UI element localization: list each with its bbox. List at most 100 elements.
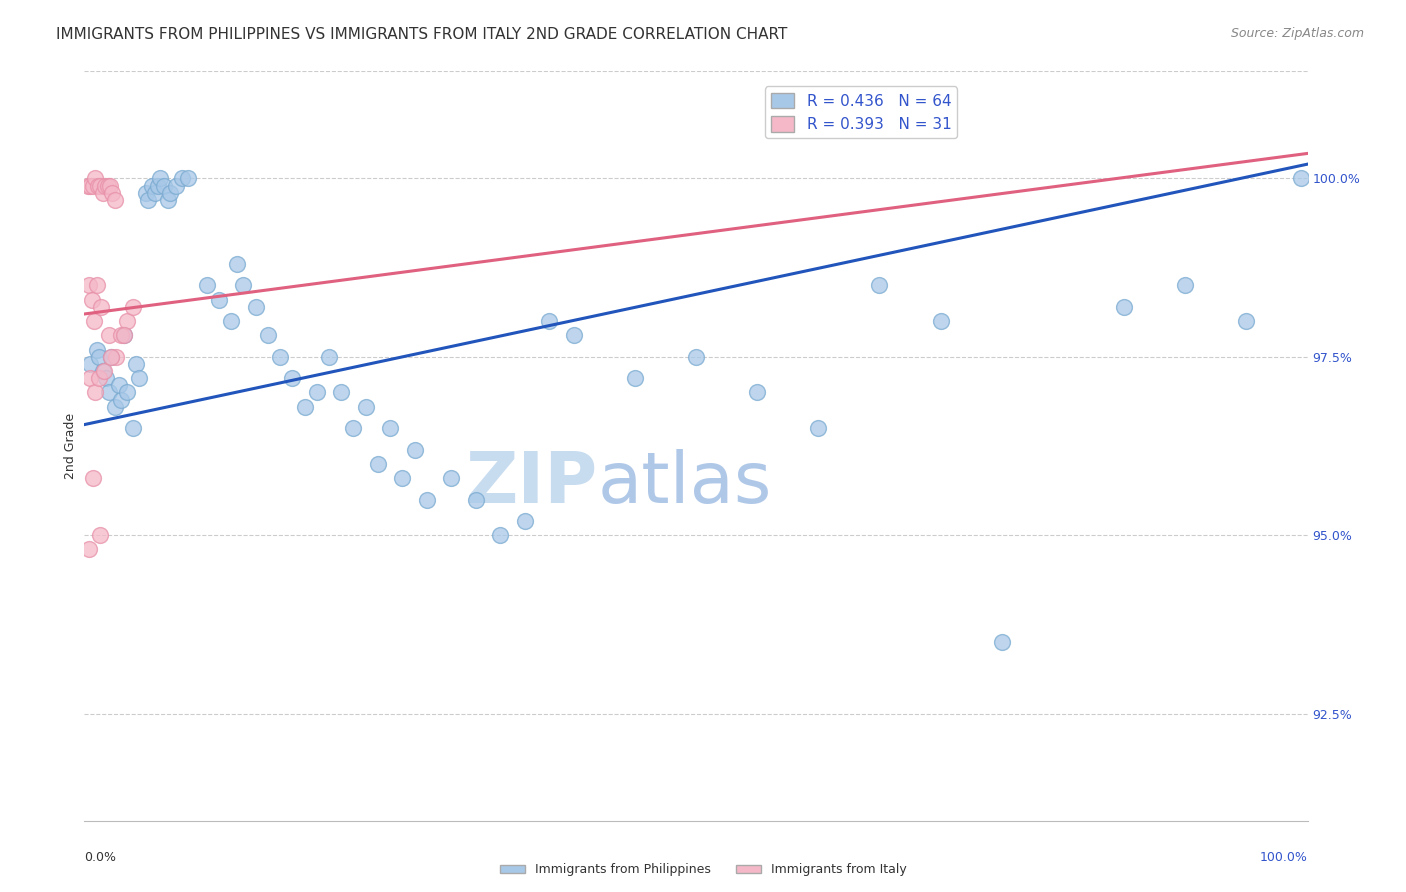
Point bbox=[1114, 300, 1136, 314]
Point bbox=[245, 300, 267, 314]
Point bbox=[115, 314, 138, 328]
Point bbox=[624, 371, 647, 385]
Text: atlas: atlas bbox=[598, 449, 772, 518]
Point bbox=[93, 364, 115, 378]
Point bbox=[82, 471, 104, 485]
Point bbox=[1174, 278, 1197, 293]
Point bbox=[330, 385, 353, 400]
Point bbox=[1291, 171, 1313, 186]
Point bbox=[232, 278, 254, 293]
Point bbox=[257, 328, 280, 343]
Text: Source: ZipAtlas.com: Source: ZipAtlas.com bbox=[1230, 27, 1364, 40]
Point bbox=[172, 171, 194, 186]
Point bbox=[84, 171, 107, 186]
Point bbox=[104, 193, 127, 207]
Point bbox=[94, 178, 117, 193]
Point bbox=[105, 350, 128, 364]
Point bbox=[440, 471, 463, 485]
Point bbox=[146, 178, 169, 193]
Point bbox=[294, 400, 316, 414]
Point bbox=[79, 371, 101, 385]
Point bbox=[1236, 314, 1258, 328]
Point bbox=[416, 492, 439, 507]
Text: 0.0%: 0.0% bbox=[84, 851, 117, 863]
Point bbox=[90, 300, 112, 314]
Point bbox=[77, 542, 100, 557]
Point bbox=[80, 293, 103, 307]
Point bbox=[404, 442, 426, 457]
Point bbox=[128, 371, 150, 385]
Point bbox=[269, 350, 291, 364]
Point bbox=[562, 328, 585, 343]
Y-axis label: 2nd Grade: 2nd Grade bbox=[65, 413, 77, 479]
Point bbox=[305, 385, 328, 400]
Point bbox=[97, 385, 120, 400]
Point bbox=[87, 350, 110, 364]
Point bbox=[391, 471, 413, 485]
Point bbox=[141, 178, 163, 193]
Point bbox=[159, 186, 181, 200]
Point bbox=[538, 314, 561, 328]
Point bbox=[86, 278, 108, 293]
Point bbox=[86, 343, 108, 357]
Point bbox=[513, 514, 536, 528]
Point bbox=[89, 178, 111, 193]
Point bbox=[489, 528, 512, 542]
Point bbox=[87, 178, 110, 193]
Point bbox=[991, 635, 1014, 649]
Point bbox=[380, 421, 402, 435]
Text: ZIP: ZIP bbox=[465, 449, 598, 518]
Point bbox=[89, 528, 111, 542]
Point bbox=[87, 371, 110, 385]
Point bbox=[110, 392, 132, 407]
Point bbox=[143, 186, 166, 200]
Point bbox=[112, 328, 135, 343]
Point bbox=[869, 278, 891, 293]
Point bbox=[77, 278, 100, 293]
Point bbox=[82, 178, 104, 193]
Point bbox=[219, 314, 242, 328]
Point bbox=[747, 385, 769, 400]
Point bbox=[342, 421, 364, 435]
Point bbox=[125, 357, 148, 371]
Point bbox=[83, 314, 105, 328]
Point bbox=[685, 350, 707, 364]
Point bbox=[107, 378, 129, 392]
Point bbox=[91, 186, 114, 200]
Point bbox=[149, 171, 172, 186]
Point bbox=[110, 328, 132, 343]
Point bbox=[929, 314, 952, 328]
Text: 100.0%: 100.0% bbox=[1260, 851, 1308, 863]
Point bbox=[91, 364, 114, 378]
Point bbox=[115, 385, 138, 400]
Point bbox=[807, 421, 830, 435]
Point bbox=[208, 293, 231, 307]
Point bbox=[156, 193, 179, 207]
Point bbox=[84, 385, 107, 400]
Point bbox=[98, 178, 121, 193]
Point bbox=[165, 178, 187, 193]
Legend: R = 0.436   N = 64, R = 0.393   N = 31: R = 0.436 N = 64, R = 0.393 N = 31 bbox=[765, 87, 957, 138]
Point bbox=[96, 371, 118, 385]
Point bbox=[79, 357, 101, 371]
Point bbox=[122, 300, 145, 314]
Point bbox=[136, 193, 159, 207]
Point bbox=[177, 171, 200, 186]
Point bbox=[318, 350, 340, 364]
Point bbox=[101, 186, 124, 200]
Point bbox=[153, 178, 176, 193]
Point bbox=[354, 400, 377, 414]
Point bbox=[367, 457, 389, 471]
Point bbox=[112, 328, 135, 343]
Point bbox=[100, 350, 122, 364]
Point bbox=[135, 186, 157, 200]
Point bbox=[195, 278, 218, 293]
Point bbox=[281, 371, 304, 385]
Point bbox=[464, 492, 486, 507]
Point bbox=[79, 178, 101, 193]
Point bbox=[104, 400, 127, 414]
Point bbox=[100, 350, 122, 364]
Text: IMMIGRANTS FROM PHILIPPINES VS IMMIGRANTS FROM ITALY 2ND GRADE CORRELATION CHART: IMMIGRANTS FROM PHILIPPINES VS IMMIGRANT… bbox=[56, 27, 787, 42]
Point bbox=[77, 178, 100, 193]
Point bbox=[97, 328, 120, 343]
